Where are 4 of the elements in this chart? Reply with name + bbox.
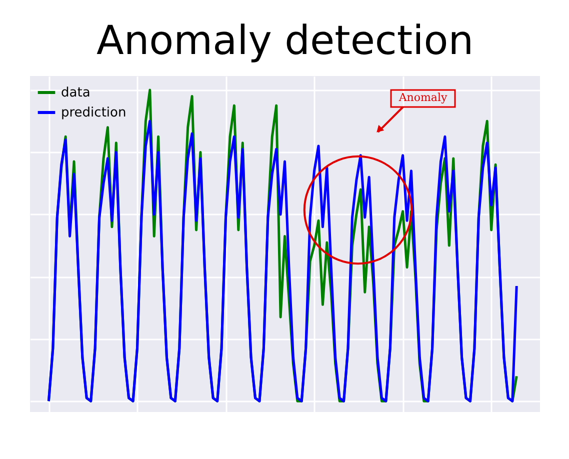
annotation: Anomaly (398, 91, 448, 104)
legend-label: prediction (61, 106, 126, 120)
legend-label: data (61, 86, 90, 100)
chart-title: Anomaly detection (96, 18, 474, 64)
